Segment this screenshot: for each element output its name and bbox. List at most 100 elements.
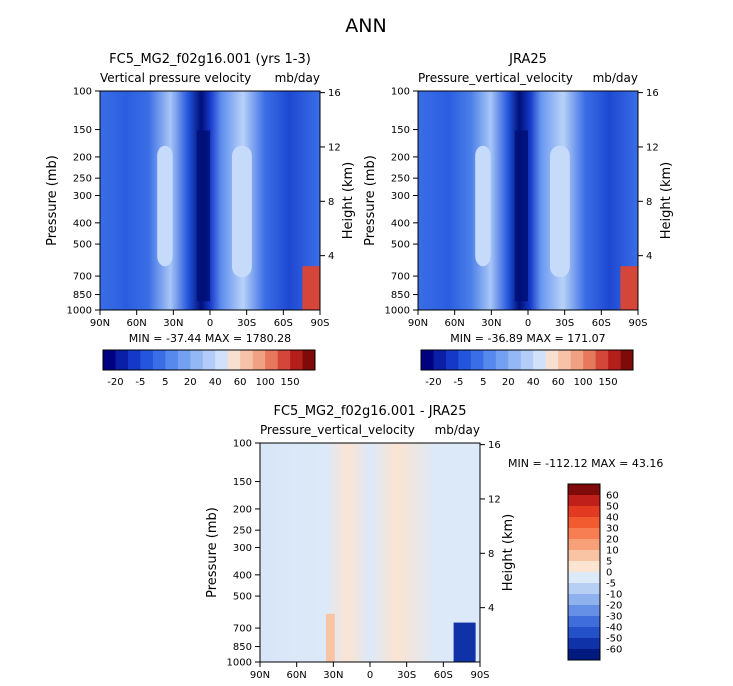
panel1-xtick-label: 30S	[237, 318, 256, 329]
panel1-ytick-right-label: 12	[328, 142, 341, 153]
panel2-ytick-label: 100	[391, 87, 410, 98]
panel1-colorbar-swatch	[240, 350, 253, 370]
panel1-ytick-label: 850	[73, 290, 92, 301]
panel2-stats: MIN = -36.89 MAX = 171.07	[450, 332, 605, 345]
panel3-ytick-label: 200	[233, 504, 252, 515]
panel3-ytick-label: 400	[233, 570, 252, 581]
panel2-colorbar-label: 20	[502, 377, 515, 388]
panel1-south-subtropic-band	[232, 145, 252, 278]
panel1-colorbar-swatch	[215, 350, 229, 370]
panel3-colorbar-label: 60	[606, 491, 619, 502]
panel1-xtick-label: 0	[207, 318, 213, 329]
panel3-colorbar-label: -5	[606, 579, 616, 590]
panel1-ytick-label: 150	[73, 125, 92, 136]
panel3-colorbar-swatch	[568, 484, 600, 496]
panel2-ytick-label: 850	[391, 290, 410, 301]
panel3-xtick-label: 30N	[323, 670, 343, 681]
panel2-colorbar-swatch	[445, 350, 459, 370]
panel1-colorbar-swatch	[227, 350, 241, 370]
panel3-colorbar-swatch	[568, 627, 600, 639]
panel1-colorbar-label: 60	[234, 377, 247, 388]
panel2-ytick-right-label: 12	[646, 142, 659, 153]
panel3-colorbar-swatch	[568, 594, 600, 606]
panel1-title: FC5_MG2_f02g16.001 (yrs 1-3)	[109, 52, 311, 67]
panel1-ytick-right-label: 16	[328, 88, 341, 99]
panel2-equator-min-band	[514, 130, 528, 302]
panel3-colorbar-swatch	[568, 506, 600, 518]
panel3-colorbar-label: 0	[606, 568, 612, 579]
panel1-xtick-label: 90S	[310, 318, 329, 329]
panel2-xtick-label: 60S	[592, 318, 611, 329]
panel2-colorbar-swatch	[533, 350, 547, 370]
panel2-xtick-label: 90S	[628, 318, 647, 329]
panel2-xtick-label: 60N	[445, 318, 465, 329]
panel1-ytick-right-label: 4	[328, 251, 334, 262]
panel2-south-subtropic-band	[550, 145, 570, 278]
figure-title: ANN	[345, 15, 386, 37]
panel1-ytick-label: 1000	[67, 306, 92, 317]
panel1-colorbar-label: 100	[256, 377, 275, 388]
panel1-colorbar-swatch	[115, 350, 129, 370]
panel1-xtick-label: 60N	[127, 318, 147, 329]
panel3-xtick-label: 0	[367, 670, 373, 681]
panel2-xtick-label: 0	[525, 318, 531, 329]
panel3-colorbar-swatch	[568, 561, 600, 573]
panel1-colorbar-swatch	[152, 350, 166, 370]
panel2-ytick-label: 400	[391, 218, 410, 229]
panel3-colorbar-swatch	[568, 517, 600, 529]
panel1-xtick-label: 30N	[163, 318, 183, 329]
panel3-xtick-label: 90S	[470, 670, 489, 681]
panel3-ytick-label: 1000	[227, 658, 252, 669]
panel1-colorbar-label: -20	[107, 377, 123, 388]
panel3-ytick-label: 700	[233, 624, 252, 635]
panel3-colorbar-swatch	[568, 583, 600, 595]
panel3-xtick-label: 60N	[287, 670, 307, 681]
panel2-ytick-right-label: 16	[646, 88, 659, 99]
panel3-ytick-right-label: 12	[488, 494, 501, 505]
panel3-ylabel: Pressure (mb)	[205, 507, 220, 598]
panel2-colorbar-label: -5	[453, 377, 463, 388]
panel2-ylabel: Pressure (mb)	[363, 155, 378, 246]
panel1-subtitle-right: mb/day	[275, 71, 320, 85]
panel2-ytick-label: 300	[391, 191, 410, 202]
panel1-colorbar-swatch	[202, 350, 216, 370]
panel3-colorbar-swatch	[568, 528, 600, 540]
panel2-colorbar-swatch	[508, 350, 522, 370]
panel3-xtick-label: 90N	[250, 670, 270, 681]
panel1-ylabel: Pressure (mb)	[45, 155, 60, 246]
panel1-ytick-label: 400	[73, 218, 92, 229]
panel1-colorbar-swatch	[165, 350, 179, 370]
panel3-colorbar-swatch	[568, 616, 600, 628]
panel1-ytick-label: 700	[73, 272, 92, 283]
panel2-colorbar-label: -20	[425, 377, 441, 388]
panel2-ytick-label: 500	[391, 240, 410, 251]
panel2-ylabel-right: Height (km)	[659, 162, 674, 239]
panel3-ytick-label: 850	[233, 642, 252, 653]
panel2-colorbar-swatch	[570, 350, 584, 370]
panel3-subtitle-right: mb/day	[435, 423, 480, 437]
panel1-colorbar-label: -5	[135, 377, 145, 388]
panel1-subtitle-left: Vertical pressure velocity	[100, 71, 251, 85]
panel1-ylabel-right: Height (km)	[341, 162, 356, 239]
panel3-colorbar-swatch	[568, 572, 600, 584]
panel2-colorbar-label: 40	[527, 377, 540, 388]
panel1-colorbar-swatch	[127, 350, 141, 370]
panel1-xtick-label: 90N	[90, 318, 110, 329]
panel2-north-subtropic-band	[475, 145, 491, 267]
panel1-colorbar-label: 5	[162, 377, 168, 388]
panel2-colorbar-label: 60	[552, 377, 565, 388]
panel2-ytick-right-label: 8	[646, 197, 652, 208]
panel1-colorbar-swatch	[190, 350, 204, 370]
panel2-subtitle-right: mb/day	[593, 71, 638, 85]
panel1-colorbar-frame	[102, 349, 316, 371]
panel3-colorbar-label: 10	[606, 546, 619, 557]
panel1-ytick-right-label: 8	[328, 197, 334, 208]
panel3-polar-min-region	[453, 622, 476, 662]
panel3-ytick-label: 100	[233, 439, 252, 450]
panel2-ytick-label: 250	[391, 174, 410, 185]
panel1-colorbar-swatch	[140, 350, 154, 370]
panel2-ytick-label: 1000	[385, 306, 410, 317]
panel2-colorbar-label: 150	[599, 377, 618, 388]
panel3-ytick-label: 500	[233, 592, 252, 603]
